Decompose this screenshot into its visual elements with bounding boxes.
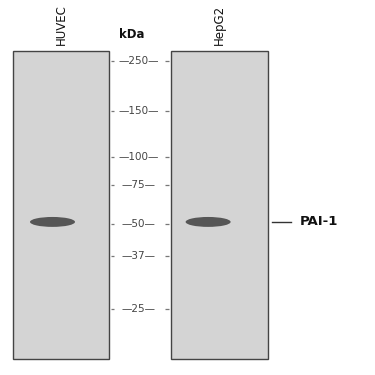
Text: —75—: —75— bbox=[122, 180, 156, 190]
Text: —150—: —150— bbox=[118, 106, 159, 116]
Text: PAI-1: PAI-1 bbox=[300, 215, 338, 228]
Text: —100—: —100— bbox=[118, 152, 159, 162]
Text: HUVEC: HUVEC bbox=[54, 4, 68, 45]
Text: —37—: —37— bbox=[122, 251, 156, 261]
Text: HepG2: HepG2 bbox=[213, 5, 226, 45]
Bar bbox=[13, 51, 109, 359]
Text: —250—: —250— bbox=[118, 56, 159, 66]
Text: —25—: —25— bbox=[122, 304, 156, 315]
Ellipse shape bbox=[30, 217, 75, 227]
Text: —50—: —50— bbox=[122, 219, 156, 230]
Bar bbox=[171, 51, 268, 359]
Text: kDa: kDa bbox=[118, 28, 144, 41]
Ellipse shape bbox=[186, 217, 231, 227]
